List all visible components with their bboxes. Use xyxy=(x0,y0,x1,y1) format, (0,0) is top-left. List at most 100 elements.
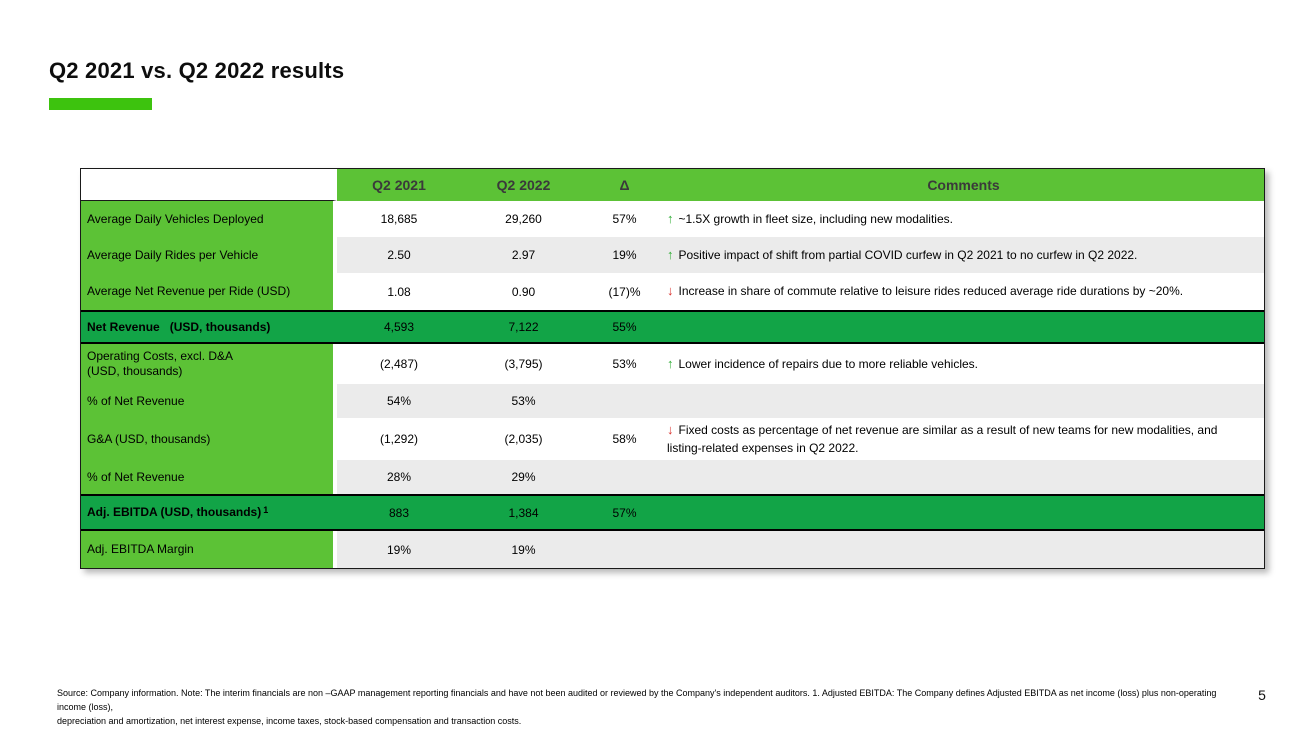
row-label-cell: Adj. EBITDA (USD, thousands) 1 xyxy=(81,496,337,529)
comment-wrap: ↓ Increase in share of commute relative t… xyxy=(667,282,1183,301)
header-q2-2021: Q2 2021 xyxy=(337,169,461,201)
comment-cell xyxy=(663,384,1264,418)
value-q2-2021: 4,593 xyxy=(383,320,415,334)
row-label-cell: Average Daily Rides per Vehicle xyxy=(81,237,337,273)
header-q2-2022: Q2 2022 xyxy=(461,169,586,201)
table-row: G&A (USD, thousands) (1,292) (2,035) 58%… xyxy=(81,418,1264,461)
row-label-cell: Net Revenue (USD, thousands) xyxy=(81,312,337,342)
row-label: % of Net Revenue xyxy=(87,469,185,484)
comment-text: ~1.5X growth in fleet size, including ne… xyxy=(678,211,953,226)
comment-cell xyxy=(663,460,1264,495)
value-q2-2022: 53% xyxy=(461,384,586,418)
row-label-cell: Average Net Revenue per Ride (USD) xyxy=(81,273,337,310)
value-q2-2021: 54% xyxy=(337,384,461,418)
value-delta: 58% xyxy=(586,418,663,461)
table-row: Adj. EBITDA Margin 19% 19% xyxy=(81,531,1264,569)
header-blank-cell xyxy=(81,169,337,201)
comment-cell: ↓ Fixed costs as percentage of net revenu… xyxy=(663,418,1264,461)
value-delta xyxy=(586,460,663,495)
comment-wrap: ↑ Lower incidence of repairs due to more … xyxy=(667,355,978,374)
value-q2-2021: 18,685 xyxy=(337,201,461,237)
value-delta xyxy=(586,384,663,418)
comment-text: Fixed costs as percentage of net revenue… xyxy=(667,423,1218,455)
trend-arrow-icon: ↓ xyxy=(667,283,674,299)
trend-arrow-icon: ↑ xyxy=(667,246,674,262)
row-label: Average Daily Rides per Vehicle xyxy=(87,247,259,262)
comment-cell: ↑ ~1.5X growth in fleet size, including n… xyxy=(663,201,1264,237)
comment-cell xyxy=(663,496,1264,529)
value-q2-2022: 29,260 xyxy=(461,201,586,237)
table-row: Adj. EBITDA (USD, thousands) 1 883 1,384 … xyxy=(81,494,1264,532)
comment-text: Increase in share of commute relative to… xyxy=(678,284,1184,299)
comment-cell: ↑ Positive impact of shift from partial C… xyxy=(663,237,1264,273)
footnote-line1: Source: Company information. Note: The i… xyxy=(57,688,1217,712)
value-delta: 57% xyxy=(586,201,663,237)
footnote-line2: depreciation and amortization, net inter… xyxy=(57,716,522,726)
comment-wrap: ↑ ~1.5X growth in fleet size, including n… xyxy=(667,210,953,229)
value-delta: (17)% xyxy=(586,273,663,310)
trend-arrow-icon: ↓ xyxy=(667,422,674,437)
table-row: Operating Costs, excl. D&A (USD, thousan… xyxy=(81,344,1264,384)
table-row: % of Net Revenue 54% 53% xyxy=(81,384,1264,418)
table-row: Average Daily Vehicles Deployed 18,685 2… xyxy=(81,201,1264,237)
value-q2-2021: (2,487) xyxy=(337,344,461,384)
comment-cell xyxy=(663,312,1264,342)
value-q2-2022: 7,122 xyxy=(508,320,539,334)
row-label-cell: % of Net Revenue xyxy=(81,384,337,418)
value-q2-2021: 19% xyxy=(337,531,461,569)
value-delta: 19% xyxy=(586,237,663,273)
row-label: Average Net Revenue per Ride (USD) xyxy=(87,284,291,298)
comment-wrap: ↑ Positive impact of shift from partial C… xyxy=(667,246,1137,265)
row-label: Average Daily Vehicles Deployed xyxy=(87,211,264,226)
comment-cell xyxy=(663,531,1264,569)
value-q2-2022: 1,384 xyxy=(508,505,539,520)
value-delta: 57% xyxy=(612,505,637,520)
row-label-cell: % of Net Revenue xyxy=(81,460,337,495)
page-title: Q2 2021 vs. Q2 2022 results xyxy=(49,58,345,83)
table-row: Average Daily Rides per Vehicle 2.50 2.9… xyxy=(81,237,1264,273)
value-q2-2022: 29% xyxy=(461,460,586,495)
page-number: 5 xyxy=(1258,687,1266,703)
comment-cell: ↓ Increase in share of commute relative t… xyxy=(663,273,1264,310)
value-q2-2021: 2.50 xyxy=(337,237,461,273)
row-label: % of Net Revenue xyxy=(87,393,185,408)
comment-text: Positive impact of shift from partial CO… xyxy=(678,247,1138,262)
value-q2-2022: 2.97 xyxy=(461,237,586,273)
title-accent-bar xyxy=(49,98,152,110)
row-label: Operating Costs, excl. D&A (USD, thousan… xyxy=(87,349,234,378)
row-label-cell: Average Daily Vehicles Deployed xyxy=(81,201,337,237)
value-q2-2022: 0.90 xyxy=(461,273,586,310)
value-delta xyxy=(586,531,663,569)
trend-arrow-icon: ↑ xyxy=(667,210,674,226)
table-row: Net Revenue (USD, thousands) 4,593 7,122… xyxy=(81,310,1264,344)
footnote: Source: Company information. Note: The i… xyxy=(57,686,1237,728)
value-q2-2021: 28% xyxy=(337,460,461,495)
header-delta: Δ xyxy=(586,169,663,201)
comment-cell: ↑ Lower incidence of repairs due to more … xyxy=(663,344,1264,384)
header-comments: Comments xyxy=(663,169,1264,201)
comment-text: Lower incidence of repairs due to more r… xyxy=(678,356,979,371)
value-q2-2021: 883 xyxy=(388,505,410,520)
table-row: Average Net Revenue per Ride (USD) 1.08 … xyxy=(81,273,1264,310)
row-label-cell: G&A (USD, thousands) xyxy=(81,418,337,461)
row-label: Net Revenue (USD, thousands) xyxy=(87,319,271,334)
table-row: % of Net Revenue 28% 29% xyxy=(81,460,1264,495)
footnote-marker: 1 xyxy=(263,504,269,515)
comment-wrap: ↓ Fixed costs as percentage of net revenu… xyxy=(667,421,1254,457)
value-q2-2022: (3,795) xyxy=(461,344,586,384)
value-delta: 55% xyxy=(612,320,637,334)
value-q2-2021: 1.08 xyxy=(337,273,461,310)
row-label: G&A (USD, thousands) xyxy=(87,431,211,446)
row-label: Adj. EBITDA (USD, thousands) xyxy=(87,505,262,520)
value-q2-2022: (2,035) xyxy=(461,418,586,461)
value-q2-2022: 19% xyxy=(461,531,586,569)
value-q2-2021: (1,292) xyxy=(337,418,461,461)
row-label: Adj. EBITDA Margin xyxy=(87,542,194,557)
value-delta: 53% xyxy=(586,344,663,384)
table-header-row: Q2 2021 Q2 2022 Δ Comments xyxy=(81,169,1264,201)
row-label-cell: Operating Costs, excl. D&A (USD, thousan… xyxy=(81,344,337,384)
results-table: Q2 2021 Q2 2022 Δ Comments Average Daily… xyxy=(80,168,1265,570)
table-body: Average Daily Vehicles Deployed 18,685 2… xyxy=(81,201,1264,569)
row-label-cell: Adj. EBITDA Margin xyxy=(81,531,337,569)
